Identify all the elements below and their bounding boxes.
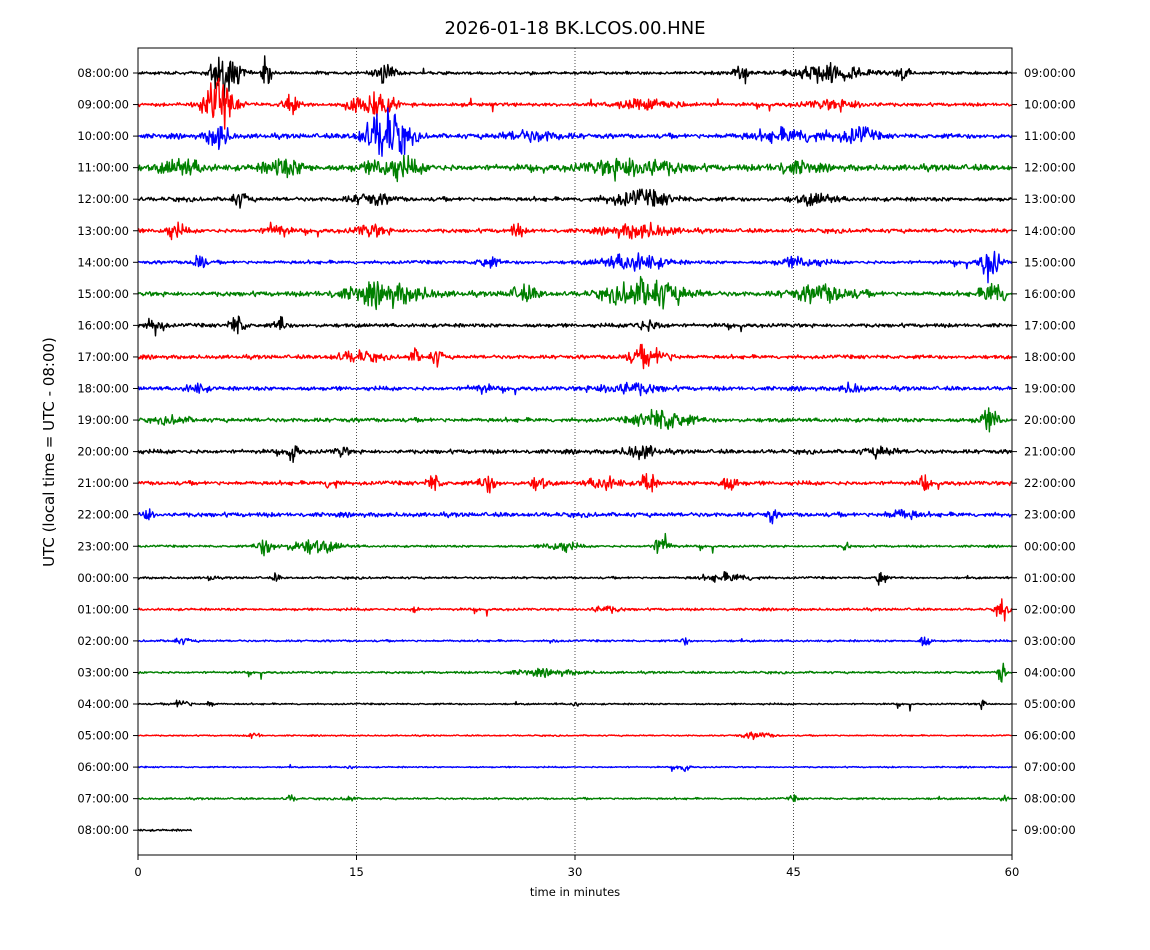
left-tick-label-6: 14:00:00 — [77, 255, 129, 269]
trace-row-23 — [138, 794, 1012, 803]
trace-row-14 — [138, 508, 1012, 525]
right-tick-label-5: 14:00:00 — [1024, 224, 1076, 238]
trace-row-6 — [138, 250, 1012, 284]
trace-row-9 — [138, 343, 1012, 370]
left-tick-label-20: 04:00:00 — [77, 697, 129, 711]
right-tick-label-16: 01:00:00 — [1024, 571, 1076, 585]
trace-row-11 — [138, 407, 1012, 433]
left-tick-label-2: 10:00:00 — [77, 129, 129, 143]
right-tick-label-19: 04:00:00 — [1024, 665, 1076, 679]
trace-row-21 — [138, 731, 1012, 741]
left-tick-label-17: 01:00:00 — [77, 602, 129, 616]
trace-row-1 — [138, 77, 1012, 130]
left-time-axis: 08:00:00 09:00:00 10:00:00 11:00:00 12:00:00… — [77, 66, 138, 837]
left-tick-label-14: 22:00:00 — [77, 508, 129, 522]
x-axis-label: time in minutes — [530, 885, 620, 899]
right-tick-label-6: 15:00:00 — [1024, 255, 1076, 269]
x-tick-label-30: 30 — [568, 865, 583, 879]
right-tick-label-0: 09:00:00 — [1024, 66, 1076, 80]
left-tick-label-0: 08:00:00 — [77, 66, 129, 80]
x-tick-label-15: 15 — [349, 865, 364, 879]
x-axis: 0 15 30 45 60 — [134, 855, 1019, 879]
right-tick-label-22: 07:00:00 — [1024, 760, 1076, 774]
left-tick-label-8: 16:00:00 — [77, 318, 129, 332]
trace-row-13 — [138, 473, 1012, 494]
left-tick-label-23: 07:00:00 — [77, 792, 129, 806]
left-tick-label-24: 08:00:00 — [77, 823, 129, 837]
trace-row-8 — [138, 315, 1012, 337]
right-tick-label-3: 12:00:00 — [1024, 161, 1076, 175]
trace-row-12 — [138, 445, 1012, 463]
right-tick-label-15: 00:00:00 — [1024, 539, 1076, 553]
left-tick-label-18: 02:00:00 — [77, 634, 129, 648]
right-tick-label-12: 21:00:00 — [1024, 445, 1076, 459]
right-tick-label-4: 13:00:00 — [1024, 192, 1076, 206]
trace-row-10 — [138, 381, 1012, 397]
left-tick-label-19: 03:00:00 — [77, 665, 129, 679]
vertical-gridlines — [356, 48, 794, 855]
trace-row-20 — [138, 699, 1012, 712]
right-tick-label-9: 18:00:00 — [1024, 350, 1076, 364]
right-tick-label-2: 11:00:00 — [1024, 129, 1076, 143]
trace-row-0 — [138, 55, 1012, 107]
right-tick-label-8: 17:00:00 — [1024, 318, 1076, 332]
left-tick-label-22: 06:00:00 — [77, 760, 129, 774]
left-tick-label-10: 18:00:00 — [77, 382, 129, 396]
left-tick-label-21: 05:00:00 — [77, 729, 129, 743]
left-tick-label-12: 20:00:00 — [77, 445, 129, 459]
trace-row-19 — [138, 662, 1012, 683]
trace-row-5 — [138, 221, 1012, 241]
trace-row-3 — [138, 154, 1012, 183]
trace-row-7 — [138, 275, 1012, 311]
left-tick-label-3: 11:00:00 — [77, 161, 129, 175]
trace-group — [138, 55, 1012, 832]
trace-row-18 — [138, 636, 1012, 647]
right-tick-label-10: 19:00:00 — [1024, 382, 1076, 396]
left-tick-label-15: 23:00:00 — [77, 539, 129, 553]
left-tick-label-9: 17:00:00 — [77, 350, 129, 364]
chart-title: 2026-01-18 BK.LCOS.00.HNE — [444, 18, 705, 39]
left-tick-label-7: 15:00:00 — [77, 287, 129, 301]
left-tick-label-1: 09:00:00 — [77, 98, 129, 112]
right-time-axis: 09:00:00 10:00:00 11:00:00 12:00:00 13:00:00… — [1012, 66, 1076, 837]
trace-row-16 — [138, 571, 1012, 586]
left-tick-label-16: 00:00:00 — [77, 571, 129, 585]
trace-row-4 — [138, 188, 1012, 209]
right-tick-label-7: 16:00:00 — [1024, 287, 1076, 301]
left-tick-label-5: 13:00:00 — [77, 224, 129, 238]
trace-row-15 — [138, 532, 1012, 557]
right-tick-label-21: 06:00:00 — [1024, 729, 1076, 743]
x-tick-label-45: 45 — [786, 865, 801, 879]
right-tick-label-17: 02:00:00 — [1024, 602, 1076, 616]
trace-row-22 — [138, 763, 1012, 773]
right-tick-label-14: 23:00:00 — [1024, 508, 1076, 522]
right-tick-label-1: 10:00:00 — [1024, 98, 1076, 112]
trace-row-24 — [138, 828, 193, 832]
trace-row-17 — [138, 598, 1012, 622]
left-tick-label-4: 12:00:00 — [77, 192, 129, 206]
left-tick-label-11: 19:00:00 — [77, 413, 129, 427]
right-tick-label-13: 22:00:00 — [1024, 476, 1076, 490]
x-tick-label-0: 0 — [134, 865, 141, 879]
left-tick-label-13: 21:00:00 — [77, 476, 129, 490]
right-tick-label-23: 08:00:00 — [1024, 792, 1076, 806]
right-tick-label-20: 05:00:00 — [1024, 697, 1076, 711]
right-tick-label-11: 20:00:00 — [1024, 413, 1076, 427]
x-tick-label-60: 60 — [1005, 865, 1020, 879]
y-axis-label: UTC (local time = UTC - 08:00) — [40, 337, 58, 567]
right-tick-label-24: 09:00:00 — [1024, 823, 1076, 837]
trace-row-2 — [138, 107, 1012, 157]
right-tick-label-18: 03:00:00 — [1024, 634, 1076, 648]
